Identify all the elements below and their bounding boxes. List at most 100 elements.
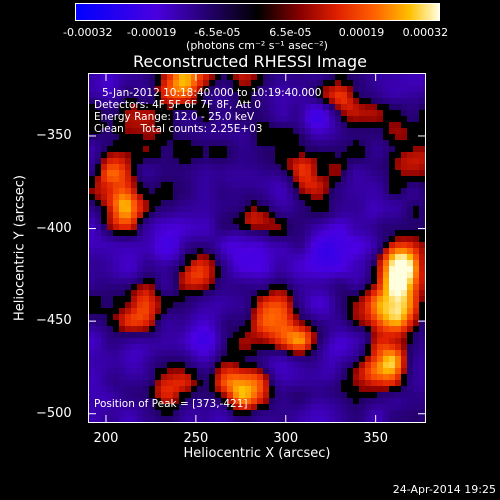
heatmap-cell xyxy=(155,236,162,243)
heatmap-cell xyxy=(185,110,192,117)
heatmap-cell xyxy=(209,278,216,285)
heatmap-cell xyxy=(155,116,162,123)
heatmap-cell xyxy=(269,164,276,171)
heatmap-cell xyxy=(179,392,186,399)
heatmap-cell xyxy=(305,134,312,141)
heatmap-cell xyxy=(275,248,282,255)
heatmap-cell xyxy=(179,338,186,345)
heatmap-cell xyxy=(113,128,120,135)
heatmap-cell xyxy=(197,80,204,87)
heatmap-cell xyxy=(311,404,318,411)
heatmap-cell xyxy=(143,122,150,129)
heatmap-cell xyxy=(287,242,294,249)
heatmap-cell xyxy=(299,278,306,285)
heatmap-cell xyxy=(335,200,342,207)
heatmap-cell xyxy=(203,206,210,213)
heatmap-cell xyxy=(173,344,180,351)
heatmap-cell xyxy=(191,146,198,153)
heatmap-cell xyxy=(197,182,204,189)
heatmap-cell xyxy=(209,254,216,261)
heatmap-cell xyxy=(167,140,174,147)
heatmap-cell xyxy=(401,116,408,123)
heatmap-cell xyxy=(317,170,324,177)
heatmap-cell xyxy=(95,134,102,141)
heatmap-cell xyxy=(209,152,216,159)
heatmap-cell xyxy=(161,350,168,357)
heatmap-cell xyxy=(323,308,330,315)
heatmap-cell xyxy=(233,278,240,285)
heatmap-cell xyxy=(401,170,408,177)
heatmap-cell xyxy=(149,260,156,267)
heatmap-cell xyxy=(323,236,330,243)
heatmap-cell xyxy=(389,320,396,327)
heatmap-cell xyxy=(233,386,240,393)
heatmap-cell xyxy=(227,368,234,375)
heatmap-cell xyxy=(317,188,324,195)
heatmap-cell xyxy=(395,200,402,207)
heatmap-cell xyxy=(275,194,282,201)
heatmap-cell xyxy=(413,362,420,369)
heatmap-cell xyxy=(149,308,156,315)
heatmap-cell xyxy=(347,236,354,243)
heatmap-cell xyxy=(245,374,252,381)
heatmap-cell xyxy=(161,158,168,165)
x-tick-label: 350 xyxy=(363,431,389,446)
heatmap-cell xyxy=(197,338,204,345)
heatmap-cell xyxy=(311,272,318,279)
heatmap-cell xyxy=(329,116,336,123)
heatmap-cell xyxy=(209,122,216,129)
heatmap-cell xyxy=(227,284,234,291)
heatmap-cell xyxy=(371,98,378,105)
heatmap-cell xyxy=(377,74,384,81)
heatmap-cell xyxy=(299,176,306,183)
heatmap-cell xyxy=(383,236,390,243)
heatmap-cell xyxy=(383,206,390,213)
heatmap-cell xyxy=(383,350,390,357)
heatmap-cell xyxy=(347,308,354,315)
heatmap-cell xyxy=(221,362,228,369)
heatmap-cell xyxy=(89,254,96,261)
heatmap-cell xyxy=(287,128,294,135)
heatmap-cell xyxy=(335,410,342,417)
heatmap-cell xyxy=(221,404,228,411)
heatmap-cell xyxy=(131,74,138,81)
heatmap-cell xyxy=(215,224,222,231)
heatmap-cell xyxy=(299,398,306,405)
heatmap-cell xyxy=(233,140,240,147)
heatmap-cell xyxy=(197,344,204,351)
heatmap-cell xyxy=(347,176,354,183)
heatmap-cell xyxy=(419,86,425,93)
heatmap-cell xyxy=(359,122,366,129)
heatmap-cell xyxy=(107,182,114,189)
heatmap-cell xyxy=(365,356,372,363)
heatmap-cell xyxy=(311,218,318,225)
heatmap-cell xyxy=(323,98,330,105)
heatmap-cell xyxy=(407,284,414,291)
heatmap-cell xyxy=(275,224,282,231)
heatmap-cell xyxy=(185,230,192,237)
heatmap-cell xyxy=(263,176,270,183)
heatmap-cell xyxy=(167,266,174,273)
heatmap-cell xyxy=(113,362,120,369)
heatmap-cell xyxy=(197,320,204,327)
heatmap-cell xyxy=(203,86,210,93)
heatmap-cell xyxy=(347,116,354,123)
heatmap-cell xyxy=(215,410,222,417)
heatmap-cell xyxy=(317,356,324,363)
heatmap-cell xyxy=(107,92,114,99)
time-range-annotation: 5-Jan-2012 10:18:40.000 to 10:19:40.000 xyxy=(102,87,322,99)
heatmap-cell xyxy=(203,404,210,411)
heatmap-cell xyxy=(173,158,180,165)
heatmap-cell xyxy=(191,110,198,117)
heatmap-cell xyxy=(305,224,312,231)
heatmap-cell xyxy=(119,158,126,165)
heatmap-cell xyxy=(245,224,252,231)
heatmap-cell xyxy=(173,272,180,279)
heatmap-cell xyxy=(167,134,174,141)
heatmap-cell xyxy=(317,386,324,393)
heatmap-cell xyxy=(131,404,138,411)
heatmap-cell xyxy=(185,350,192,357)
heatmap-cell xyxy=(281,314,288,321)
heatmap-cell xyxy=(179,386,186,393)
heatmap-cell xyxy=(113,86,120,93)
